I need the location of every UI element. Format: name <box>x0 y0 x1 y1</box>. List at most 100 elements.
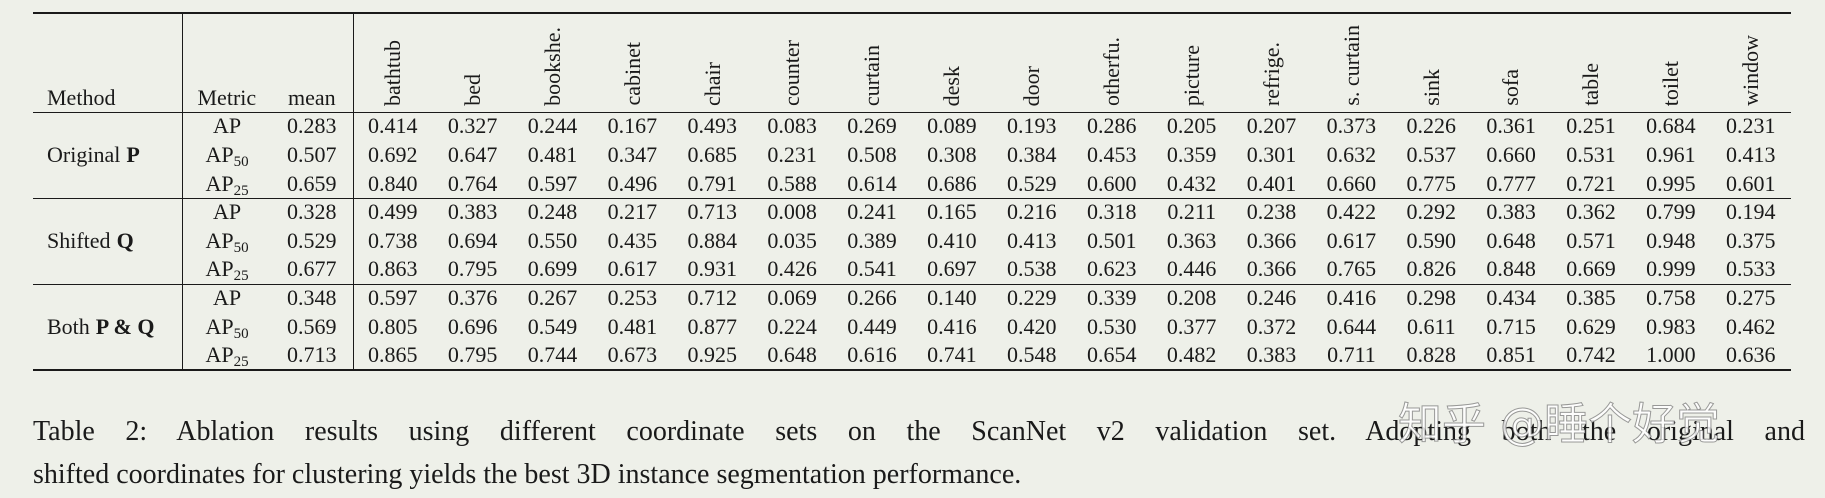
cell: 0.529 <box>1007 170 1057 196</box>
cell: 0.777 <box>1486 170 1536 196</box>
cell: 0.508 <box>847 141 897 167</box>
cell: 0.533 <box>1726 256 1776 282</box>
cell: 0.697 <box>927 256 977 282</box>
cell: 0.366 <box>1246 227 1297 253</box>
cell: 0.217 <box>607 199 658 225</box>
metric: AP <box>213 115 241 137</box>
column-rule <box>353 14 354 370</box>
cell: 0.241 <box>847 199 897 225</box>
cell: 0.611 <box>1407 313 1456 339</box>
metric-name: AP <box>205 342 234 368</box>
cell: 0.375 <box>1726 227 1776 253</box>
cell: 0.389 <box>847 227 897 253</box>
caption-line: Table 2: Ablation results using differen… <box>33 416 1805 447</box>
cell: 0.601 <box>1726 170 1776 196</box>
cell: 0.193 <box>1007 113 1057 139</box>
cell: 0.669 <box>1566 256 1616 282</box>
cell: 0.377 <box>1166 313 1217 339</box>
cell: 0.449 <box>847 313 897 339</box>
method-name: Shifted <box>47 227 111 253</box>
cell: 0.694 <box>447 227 498 253</box>
cell: 0.347 <box>607 141 658 167</box>
cell: 0.684 <box>1646 113 1696 139</box>
cell: 0.541 <box>847 256 897 282</box>
column-header: cabinet <box>619 42 645 106</box>
metric: AP <box>213 201 241 223</box>
cell: 0.373 <box>1326 113 1377 139</box>
cell: 0.318 <box>1086 199 1137 225</box>
cell: 0.660 <box>1326 170 1377 196</box>
metric: AP50 <box>206 229 249 256</box>
cell: 0.361 <box>1486 113 1536 139</box>
cell: 0.925 <box>687 342 738 368</box>
metric-name: AP <box>205 141 234 167</box>
cell: 0.229 <box>1007 284 1057 310</box>
cell: 0.673 <box>607 342 658 368</box>
cell: 0.298 <box>1406 284 1457 310</box>
cell: 0.301 <box>1246 141 1297 167</box>
metric-subscript: 50 <box>233 153 249 170</box>
column-header: table <box>1578 63 1604 106</box>
cell: 0.231 <box>767 141 817 167</box>
column-header: desk <box>939 66 965 107</box>
cell: 0.863 <box>367 256 418 282</box>
cell: 0.089 <box>927 113 977 139</box>
cell: 0.597 <box>367 284 418 310</box>
column-header: Metric <box>197 85 257 110</box>
cell: 0.696 <box>447 313 498 339</box>
cell: 0.775 <box>1406 170 1457 196</box>
cell: 0.531 <box>1566 141 1616 167</box>
metric-name: AP <box>205 313 234 339</box>
cell: 0.569 <box>287 313 337 339</box>
metric-subscript: 25 <box>233 182 249 199</box>
cell: 0.384 <box>1007 141 1057 167</box>
column-header: bed <box>459 74 485 106</box>
cell: 0.961 <box>1646 141 1696 167</box>
metric: AP25 <box>206 258 249 284</box>
cell: 0.538 <box>1007 256 1057 282</box>
watermark: 知乎 @睡个好觉 <box>1398 399 1721 451</box>
cell: 0.383 <box>1246 342 1297 368</box>
cell: 0.286 <box>1086 113 1137 139</box>
cell: 0.677 <box>287 256 337 282</box>
cell: 0.884 <box>687 227 738 253</box>
cell: 0.035 <box>767 227 817 253</box>
cell: 0.413 <box>1726 141 1776 167</box>
metric: AP50 <box>205 141 249 170</box>
cell: 0.328 <box>287 199 337 225</box>
cell: 0.741 <box>927 342 977 368</box>
cell: 0.083 <box>767 113 817 139</box>
cell: 0.069 <box>767 284 817 310</box>
cell: 0.359 <box>1166 141 1217 167</box>
cell: 0.549 <box>527 313 578 339</box>
cell: 0.590 <box>1406 227 1457 253</box>
method: Both P & Q <box>47 313 154 339</box>
cell: 0.194 <box>1726 199 1776 225</box>
cell: 0.826 <box>1406 256 1457 282</box>
cell: 0.422 <box>1326 199 1377 225</box>
cell: 0.493 <box>687 113 738 139</box>
cell: 0.530 <box>1086 313 1137 339</box>
cell: 0.501 <box>1086 227 1137 253</box>
cell: 0.623 <box>1086 256 1137 282</box>
cell: 0.711 <box>1327 342 1376 368</box>
cell: 0.660 <box>1486 141 1536 167</box>
method-name: Both <box>47 313 90 339</box>
cell: 0.999 <box>1646 256 1696 282</box>
cell: 0.231 <box>1726 113 1776 139</box>
cell: 0.216 <box>1007 199 1057 225</box>
cell: 0.366 <box>1246 256 1297 282</box>
column-header: chair <box>699 62 725 106</box>
method-name: Original <box>47 141 121 167</box>
cell: 0.744 <box>527 342 578 368</box>
cell: 0.851 <box>1486 342 1536 368</box>
column-header: otherfu. <box>1098 37 1124 107</box>
cell: 0.765 <box>1326 256 1377 282</box>
cell: 0.008 <box>767 199 817 225</box>
cell: 0.686 <box>927 170 977 196</box>
column-header: mean <box>288 85 336 110</box>
cell: 0.713 <box>287 342 337 368</box>
metric: AP50 <box>205 313 249 342</box>
header-rule <box>33 112 1791 113</box>
metric-subscript: 50 <box>233 239 249 256</box>
